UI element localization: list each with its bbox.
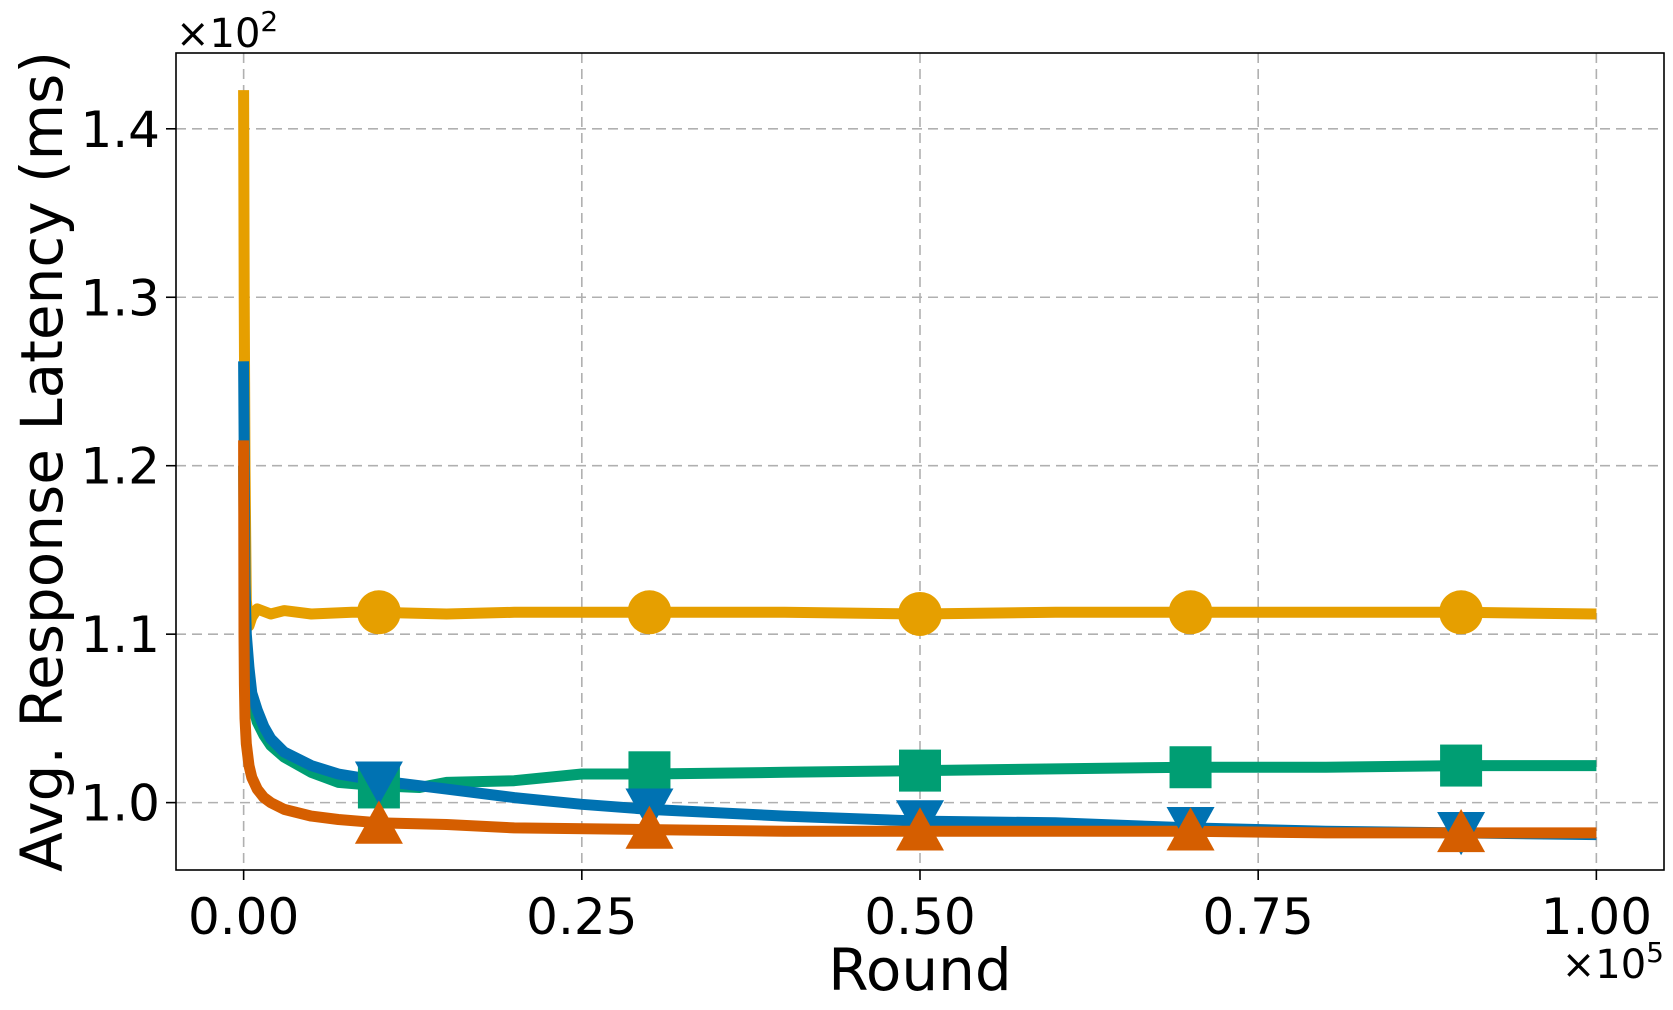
circle-marker	[1168, 590, 1213, 635]
y-axis-multiplier: ×102	[176, 5, 278, 57]
axis-ticks: 0.00 0.25 0.50 0.75 1.00 1.0 1.1 1.2 1.3 1.4	[80, 101, 1652, 946]
triangle-down-marker	[354, 761, 403, 805]
circle-marker	[627, 590, 672, 635]
triangle-up-marker	[1166, 807, 1215, 851]
circle-marker	[1439, 590, 1484, 635]
y-tick-label: 1.2	[80, 438, 160, 496]
square-marker	[628, 751, 671, 794]
y-multiplier-exponent: 2	[260, 5, 278, 38]
triangle-up-marker	[1437, 808, 1486, 853]
x-tick-label: 0.50	[864, 888, 975, 946]
x-multiplier-exponent: 5	[1646, 936, 1664, 969]
series-markers	[354, 590, 1486, 856]
x-axis-label: Round	[828, 936, 1012, 1004]
triangle-up-marker	[896, 807, 944, 851]
x-tick-label: 0.25	[526, 888, 637, 946]
x-tick-label: 0.00	[188, 888, 299, 946]
triangle-up-series-line	[238, 440, 1597, 839]
circle-marker	[356, 590, 401, 635]
x-multiplier-base: ×10	[1562, 942, 1646, 988]
circle-marker	[898, 591, 942, 636]
y-axis-label: Avg. Response Latency (ms)	[8, 51, 76, 872]
y-tick-label: 1.1	[80, 606, 160, 664]
y-tick-label: 1.4	[80, 101, 160, 159]
square-marker	[899, 749, 941, 792]
square-marker	[1440, 744, 1483, 787]
x-tick-label: 0.75	[1203, 888, 1314, 946]
y-tick-label: 1.0	[80, 775, 160, 833]
square-marker	[1169, 746, 1212, 789]
y-tick-label: 1.3	[80, 269, 160, 327]
triangle-up-marker	[625, 805, 674, 849]
x-tick-label: 1.00	[1541, 888, 1652, 946]
y-multiplier-base: ×10	[176, 11, 260, 57]
triangle-up-marker	[354, 800, 403, 844]
x-axis-multiplier: ×105	[1562, 936, 1664, 988]
